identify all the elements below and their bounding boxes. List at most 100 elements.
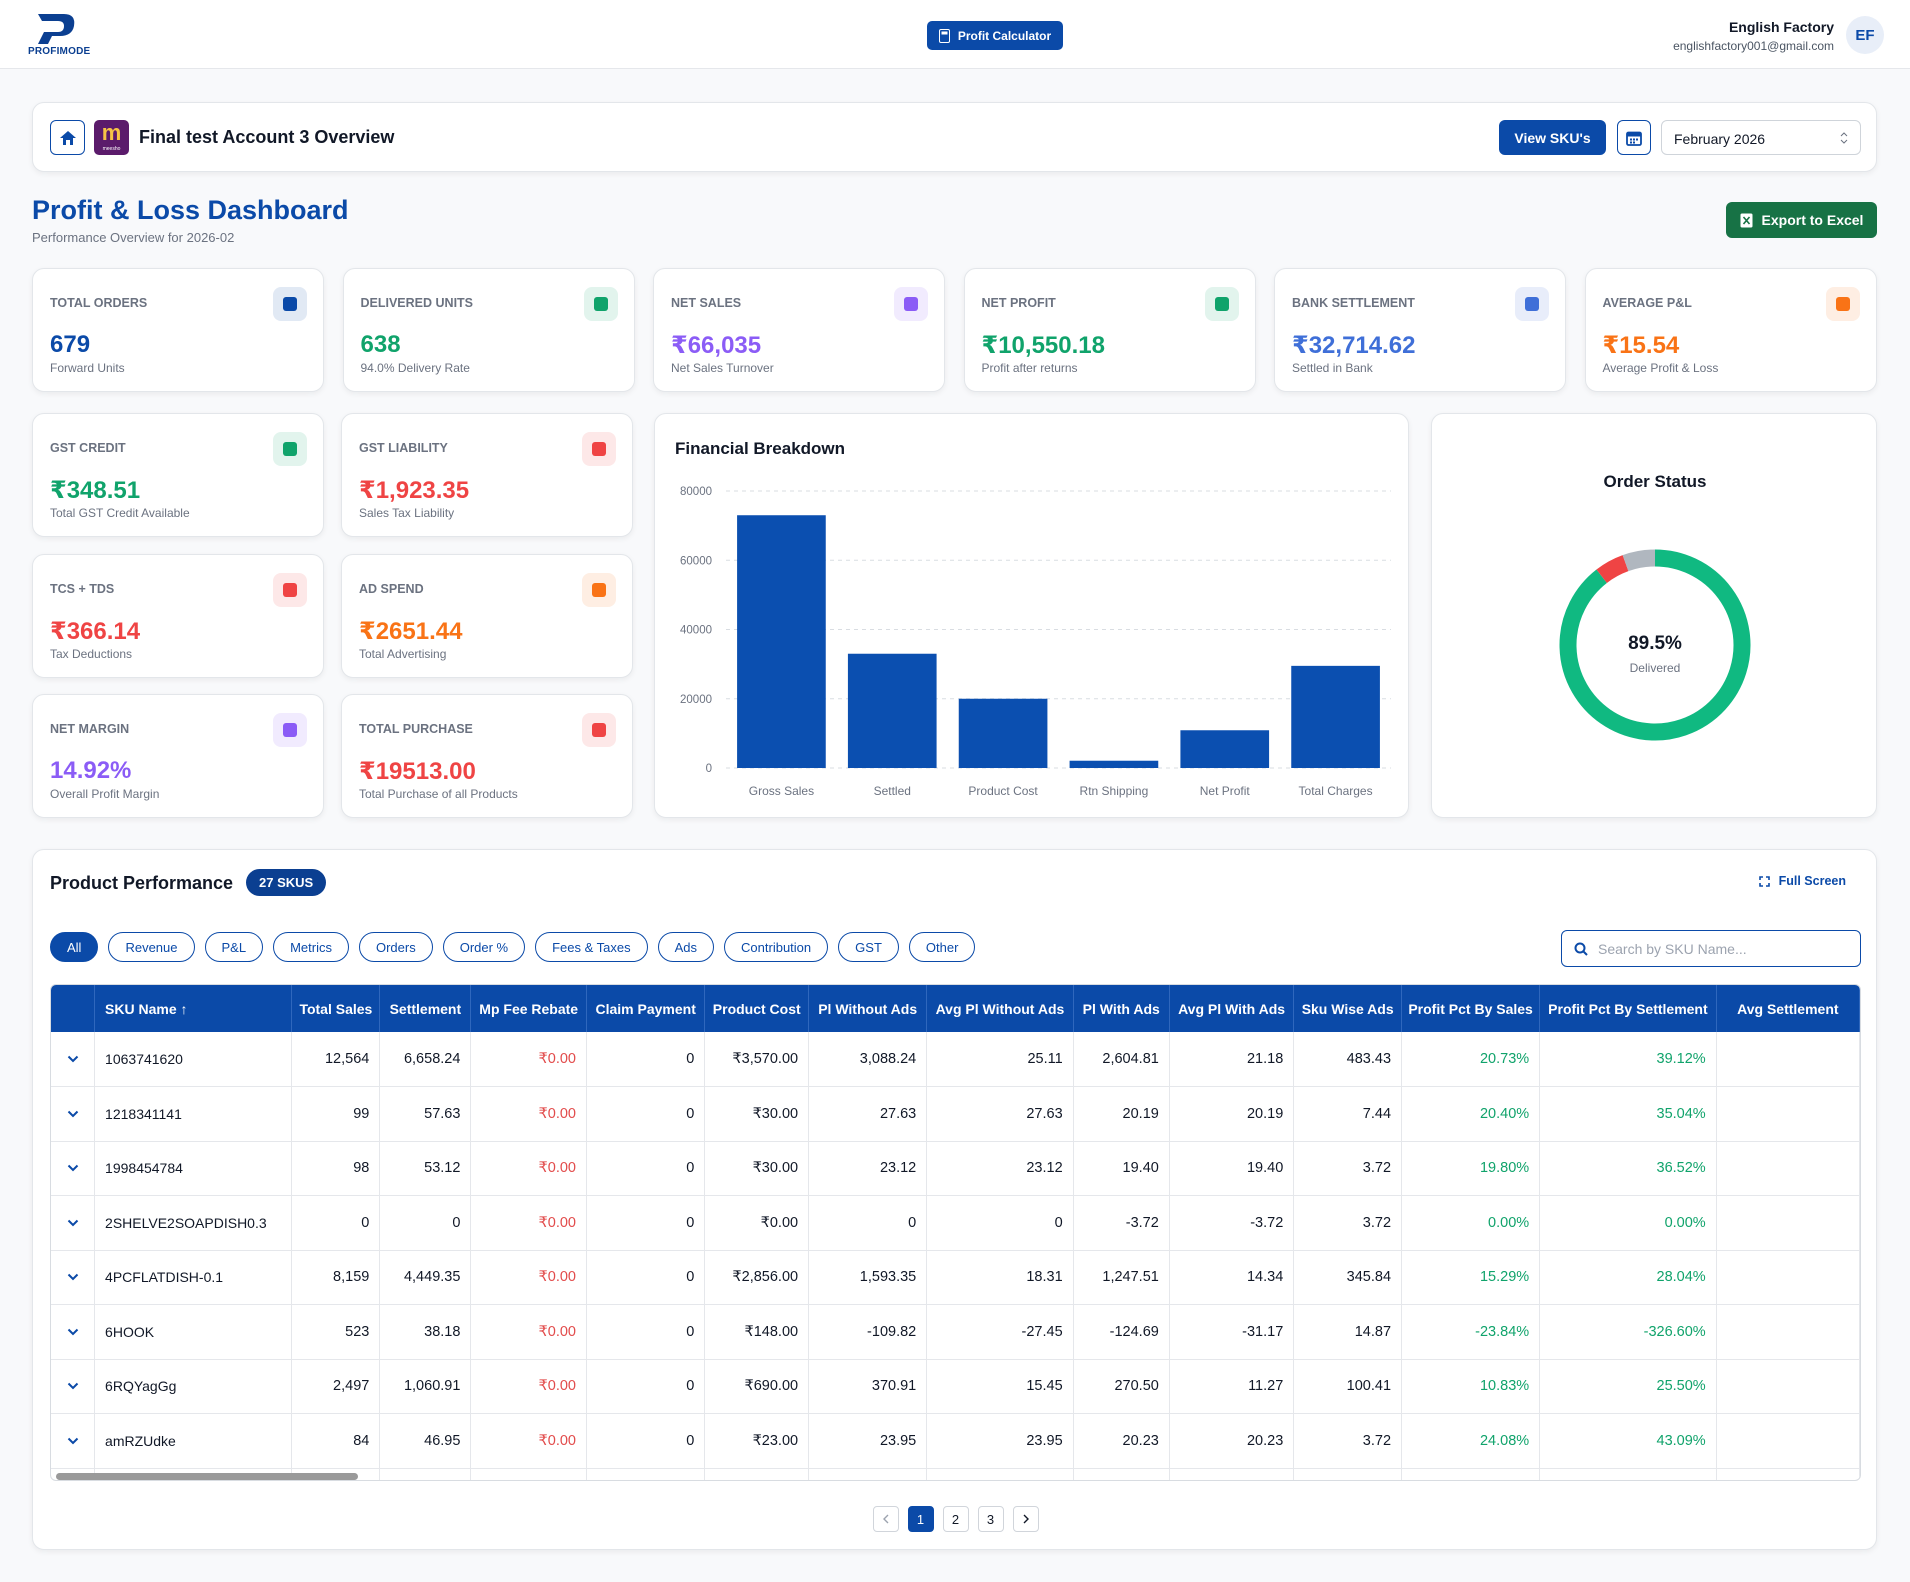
table-cell: 23.95: [808, 1413, 928, 1469]
full-screen-button[interactable]: Full Screen: [1758, 874, 1846, 888]
search-box[interactable]: Search by SKU Name...: [1561, 930, 1861, 967]
filter-chip[interactable]: Contribution: [724, 932, 829, 962]
profit-calculator-button[interactable]: Profit Calculator: [927, 21, 1063, 50]
next-page[interactable]: [1012, 1506, 1039, 1532]
card-value: ₹32,714.62: [1292, 332, 1416, 359]
column-header: Product Cost: [704, 985, 810, 1032]
expand-chevron[interactable]: [67, 1273, 79, 1281]
expand-chevron[interactable]: [67, 1219, 79, 1227]
horizontal-scrollbar[interactable]: [56, 1473, 358, 1480]
card-icon: [894, 287, 928, 321]
column-header: Pl With Ads: [1073, 985, 1170, 1032]
table-cell: 1218341141: [94, 1086, 293, 1142]
filter-chip[interactable]: Orders: [358, 932, 433, 962]
table-cell: 270.50: [1073, 1359, 1170, 1414]
expand-chevron[interactable]: [67, 1382, 79, 1390]
table-cell: ₹0.00: [470, 1141, 587, 1196]
kpi-card: BANK SETTLEMENT ₹32,714.62 Settled in Bank: [1274, 268, 1566, 392]
page-button[interactable]: 2: [942, 1506, 969, 1532]
excel-icon: [1740, 213, 1753, 227]
search-placeholder: Search by SKU Name...: [1598, 940, 1747, 957]
financial-breakdown-chart: Financial Breakdown 0 20000 40000 60000 80000…: [675, 439, 1391, 798]
table-cell: ₹0.00: [470, 1195, 587, 1251]
table-cell: ₹0.00: [704, 1195, 810, 1251]
card-caption: Overall Profit Margin: [50, 787, 160, 801]
kpi-card: DELIVERED UNITS 638 94.0% Delivery Rate: [342, 268, 635, 392]
table-cell: 0: [586, 1141, 706, 1196]
kpi-card: AVERAGE P&L ₹15.54 Average Profit & Loss: [1584, 268, 1877, 392]
x-tick-label: Rtn Shipping: [1080, 784, 1149, 798]
table-cell: 1063741620: [94, 1032, 293, 1087]
kpi-card: NET MARGIN 14.92% Overall Profit Margin: [32, 694, 324, 818]
expand-chevron[interactable]: [67, 1055, 79, 1063]
card-icon: [273, 713, 307, 747]
filter-chip[interactable]: GST: [838, 932, 899, 962]
table-cell: 7.44: [1293, 1086, 1403, 1142]
card-label: BANK SETTLEMENT: [1292, 296, 1415, 310]
filter-chip[interactable]: Fees & Taxes: [535, 932, 648, 962]
page-button[interactable]: 3: [977, 1506, 1004, 1532]
prev-page[interactable]: [872, 1506, 899, 1532]
bar: [1180, 730, 1270, 768]
column-header: Sku Wise Ads: [1293, 985, 1403, 1032]
y-tick-label: 40000: [680, 625, 712, 637]
table-cell: 0: [586, 1086, 706, 1142]
expand-chevron[interactable]: [67, 1164, 79, 1172]
expand-chevron[interactable]: [67, 1437, 79, 1445]
kpi-card: TOTAL ORDERS 679 Forward Units: [32, 268, 324, 392]
dashboard-subtitle: Performance Overview for 2026-02: [32, 230, 235, 245]
y-tick-label: 80000: [680, 486, 712, 498]
filter-chip[interactable]: All: [50, 932, 99, 962]
page-button[interactable]: 1: [907, 1506, 934, 1532]
donut-segment: [1559, 549, 1751, 741]
card-caption: Settled in Bank: [1292, 361, 1373, 375]
expand-cell: [51, 1413, 96, 1469]
table-cell: 523: [291, 1304, 381, 1360]
filter-chip[interactable]: Other: [908, 932, 976, 962]
expand-cell: [51, 1304, 96, 1360]
month-value: February 2026: [1674, 131, 1766, 147]
table-cell: -124.69: [1073, 1304, 1170, 1360]
icon-glyph: [592, 442, 606, 456]
logo-mark: [38, 14, 75, 44]
filter-chip[interactable]: Ads: [657, 932, 715, 962]
table-cell: 12,564: [291, 1032, 381, 1087]
table-cell: -326.60%: [1539, 1304, 1717, 1360]
export-button[interactable]: Export to Excel: [1726, 202, 1877, 238]
table-cell: ₹0.00: [470, 1032, 587, 1087]
card-value: ₹66,035: [671, 332, 762, 359]
table-cell: 18.31: [926, 1250, 1074, 1305]
button-label: Full Screen: [1778, 874, 1846, 888]
expand-chevron[interactable]: [67, 1328, 79, 1336]
table-cell: 53.12: [379, 1141, 472, 1196]
table-cell: ₹23.00: [704, 1413, 810, 1469]
table-cell: 6HOOK: [94, 1304, 293, 1360]
donut-segment: [1596, 555, 1629, 584]
y-tick-label: 0: [706, 763, 712, 775]
expand-cell: [51, 1195, 96, 1251]
table-cell: 0: [586, 1413, 706, 1469]
x-tick-label: Net Profit: [1200, 784, 1251, 798]
filter-chip[interactable]: Order %: [442, 932, 526, 962]
card-icon: [582, 572, 616, 607]
month-select[interactable]: February 2026: [1661, 120, 1861, 155]
chart-title: Financial Breakdown: [675, 439, 845, 458]
card-label: TOTAL ORDERS: [50, 296, 148, 310]
bar: [1069, 760, 1159, 768]
view-skus-button[interactable]: View SKU's: [1499, 120, 1606, 155]
filter-chip[interactable]: Revenue: [108, 932, 195, 962]
table-cell: 20.19: [1169, 1086, 1295, 1142]
home-button[interactable]: [50, 120, 85, 155]
calendar-button[interactable]: [1617, 120, 1651, 155]
card-caption: Sales Tax Liability: [359, 506, 455, 520]
table-cell: ₹2,856.00: [704, 1250, 810, 1305]
table-cell: 1998454784: [94, 1141, 293, 1196]
icon-glyph: [1835, 297, 1850, 311]
expand-chevron[interactable]: [67, 1110, 79, 1118]
avatar[interactable]: EF: [1846, 16, 1884, 54]
filter-chip[interactable]: P&L: [204, 932, 264, 962]
filter-chip[interactable]: Metrics: [273, 932, 349, 962]
table-cell: 0: [586, 1032, 706, 1087]
table-cell: 0: [586, 1304, 706, 1360]
